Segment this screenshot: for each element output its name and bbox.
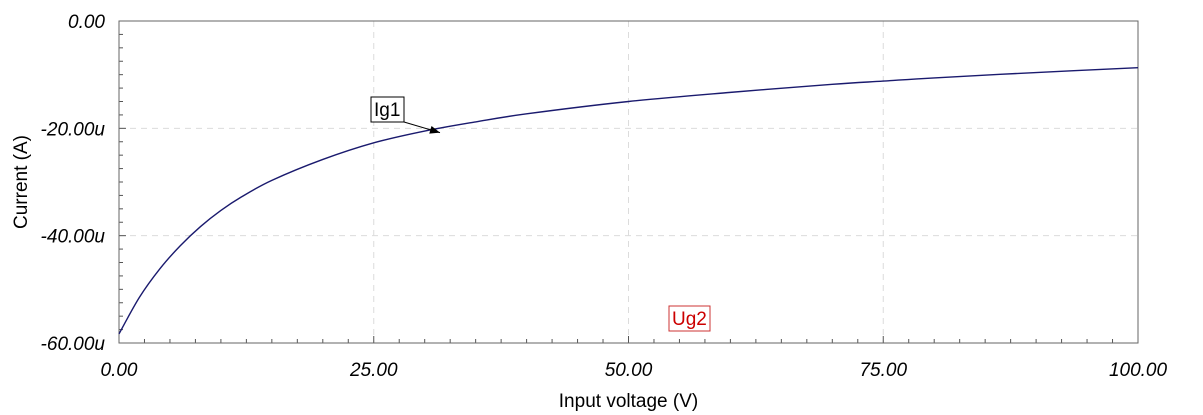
y-tick-label: 0.00 [68,12,105,33]
y-tick-label: -60.00u [41,334,106,355]
ug2-label: Ug2 [672,309,707,330]
x-tick-label: 50.00 [605,360,653,381]
ig1-label: Ig1 [374,100,400,121]
x-axis-title: Input voltage (V) [559,391,698,412]
y-tick-label: -20.00u [41,119,106,140]
y-tick-label: -40.00u [41,227,106,248]
minor-ticks [118,20,1139,344]
x-tick-label: 100.00 [1109,360,1168,381]
x-tick-label: 75.00 [859,360,907,381]
x-tick-labels: 0.00 25.00 50.00 75.00 100.00 [101,360,1168,381]
y-axis-title: Current (A) [11,135,32,229]
ug2-label-box [668,305,711,332]
y-tick-labels: 0.00 -20.00u -40.00u -60.00u [41,12,106,355]
x-tick-label: 25.00 [349,360,398,381]
annotation-ig1: Ig1 [370,96,441,134]
ig1-arrowhead [429,125,440,134]
annotation-ug2: Ug2 [668,305,711,332]
plot-frame [118,20,1139,344]
ig1-label-box [370,96,405,123]
grid [119,21,1138,343]
x-tick-label: 0.00 [101,360,138,381]
